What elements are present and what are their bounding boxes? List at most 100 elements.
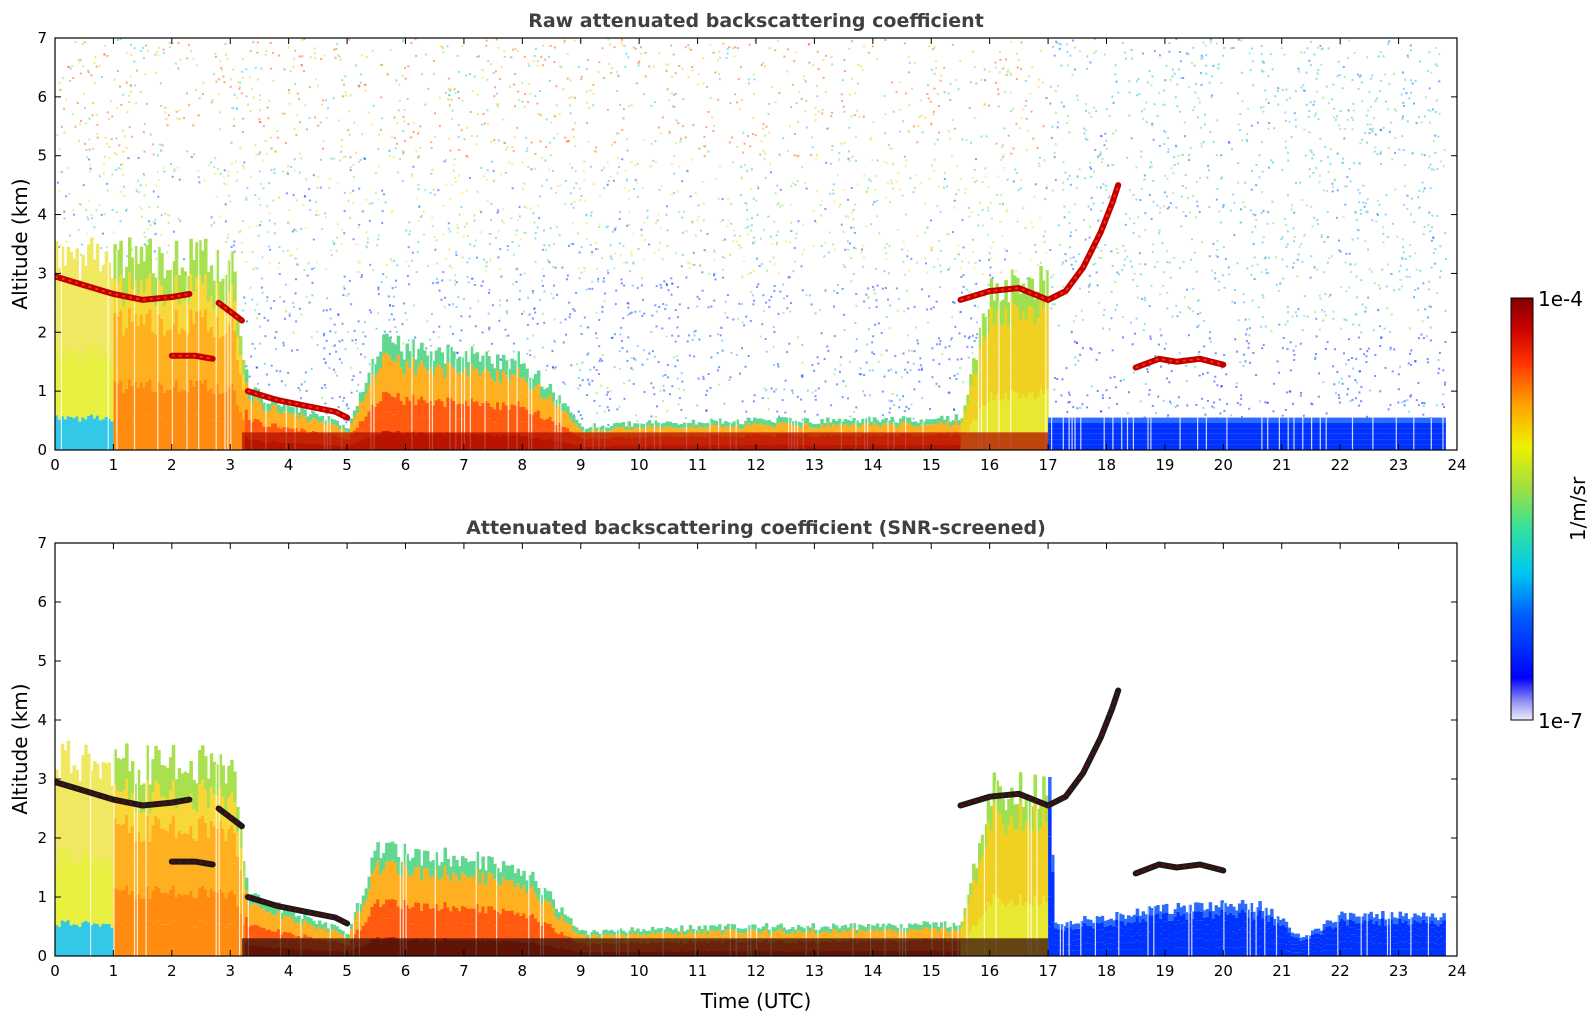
colorbar-gradient — [1510, 297, 1534, 721]
x-tick-label: 18 — [1097, 962, 1116, 980]
x-tick-label: 17 — [1039, 962, 1058, 980]
x-tick-label: 11 — [688, 962, 707, 980]
x-tick-label: 14 — [863, 962, 882, 980]
y-tick-label: 3 — [37, 264, 47, 282]
x-tick-label: 22 — [1331, 456, 1350, 474]
x-tick-label: 3 — [225, 962, 235, 980]
x-tick-label: 2 — [167, 962, 177, 980]
cloud-layer — [55, 273, 193, 303]
x-tick-label: 24 — [1447, 456, 1466, 474]
x-tick-label: 20 — [1214, 962, 1233, 980]
x-tick-label: 2 — [167, 456, 177, 474]
y-tick-label: 7 — [37, 534, 47, 552]
x-tick-label: 12 — [746, 962, 765, 980]
cloud-layer-core — [1135, 863, 1224, 875]
x-tick-label: 6 — [401, 456, 411, 474]
colorbar-unit-label: 1/m/sr — [1566, 476, 1590, 541]
x-tick-label: 21 — [1272, 456, 1291, 474]
y-tick-label: 1 — [37, 888, 47, 906]
y-axis-label-raw: Altitude (km) — [8, 178, 32, 309]
x-tick-label: 4 — [284, 962, 294, 980]
aerosol-columns-raw — [55, 237, 1446, 450]
x-tick-label: 0 — [50, 962, 60, 980]
x-tick-label: 6 — [401, 962, 411, 980]
y-axis-label-screened: Altitude (km) — [8, 683, 32, 814]
x-tick-label: 8 — [518, 456, 528, 474]
x-tick-label: 15 — [922, 456, 941, 474]
x-tick-label: 1 — [109, 456, 119, 474]
x-tick-label: 9 — [576, 456, 586, 474]
x-tick-label: 4 — [284, 456, 294, 474]
y-tick-label: 2 — [37, 829, 47, 847]
y-tick-label: 7 — [37, 29, 47, 47]
y-tick-label: 4 — [37, 711, 47, 729]
aerosol-columns-screened — [55, 740, 1446, 956]
cloud-layer-core — [171, 354, 213, 360]
cloud-layer — [244, 894, 351, 927]
x-tick-label: 16 — [980, 962, 999, 980]
cloud-layer — [244, 388, 351, 421]
x-tick-label: 23 — [1389, 456, 1408, 474]
panel-screened: Attenuated backscattering coefficient (S… — [8, 517, 1467, 1013]
x-tick-label: 3 — [225, 456, 235, 474]
x-tick-label: 5 — [342, 456, 352, 474]
axis-ticks-screened: 0 1 2 3 4 5 6 7 8 9 10 11 12 13 14 15 16 17 18 19 20 21 22 23 24… — [37, 534, 1466, 980]
x-tick-label: 13 — [805, 456, 824, 474]
cloud-layer — [55, 779, 193, 809]
x-tick-label: 21 — [1272, 962, 1291, 980]
panel-title-raw: Raw attenuated backscattering coefficien… — [528, 10, 984, 32]
x-tick-label: 7 — [459, 962, 469, 980]
x-tick-label: 10 — [630, 962, 649, 980]
x-axis-label: Time (UTC) — [700, 989, 812, 1013]
x-tick-label: 10 — [630, 456, 649, 474]
x-tick-label: 0 — [50, 456, 60, 474]
cloud-layers-raw — [55, 182, 1227, 421]
x-tick-label: 5 — [342, 962, 352, 980]
x-tick-label: 1 — [109, 962, 119, 980]
x-tick-label: 22 — [1331, 962, 1350, 980]
cloud-layer-core — [217, 302, 243, 322]
cloud-layer — [957, 182, 1122, 304]
cloud-layer — [957, 687, 1122, 809]
y-tick-label: 0 — [37, 441, 47, 459]
x-tick-label: 12 — [746, 456, 765, 474]
plot-frame-screened — [54, 542, 1458, 957]
y-tick-label: 6 — [37, 593, 47, 611]
y-tick-label: 4 — [37, 206, 47, 224]
surface-layer — [241, 432, 1049, 450]
x-tick-label: 8 — [518, 962, 528, 980]
x-tick-label: 15 — [922, 962, 941, 980]
x-tick-label: 23 — [1389, 962, 1408, 980]
panel-title-screened: Attenuated backscattering coefficient (S… — [466, 517, 1046, 539]
y-tick-label: 5 — [37, 147, 47, 165]
x-tick-label: 19 — [1155, 456, 1174, 474]
cloud-layers-screened — [55, 687, 1227, 927]
noise-field-raw — [55, 38, 1448, 426]
cloud-layer — [1132, 861, 1227, 877]
axis-ticks-raw: 0 1 2 3 4 5 6 7 8 9 10 11 12 13 14 15 16 17 18 19 20 21 22 23 24… — [37, 29, 1466, 474]
heatmap-raw — [55, 38, 1448, 450]
y-tick-label: 3 — [37, 770, 47, 788]
cloud-layer-core — [1135, 357, 1224, 369]
colorbar: 1e-4 1e-7 1/m/sr — [1510, 287, 1590, 733]
panel-raw: Raw attenuated backscattering coefficien… — [8, 10, 1467, 474]
x-tick-label: 17 — [1039, 456, 1058, 474]
x-tick-label: 19 — [1155, 962, 1174, 980]
x-tick-label: 9 — [576, 962, 586, 980]
colorbar-min-label: 1e-7 — [1538, 709, 1583, 733]
colorbar-max-label: 1e-4 — [1538, 287, 1583, 311]
y-tick-label: 1 — [37, 382, 47, 400]
heatmap-screened — [55, 687, 1446, 956]
plot-frame-raw — [54, 37, 1458, 451]
x-tick-label: 16 — [980, 456, 999, 474]
x-tick-label: 7 — [459, 456, 469, 474]
y-tick-label: 0 — [37, 947, 47, 965]
y-tick-label: 5 — [37, 652, 47, 670]
surface-layer — [241, 938, 1049, 956]
y-tick-label: 6 — [37, 88, 47, 106]
cloud-layer-core — [171, 860, 213, 866]
x-tick-label: 20 — [1214, 456, 1233, 474]
x-tick-label: 24 — [1447, 962, 1466, 980]
x-tick-label: 11 — [688, 456, 707, 474]
